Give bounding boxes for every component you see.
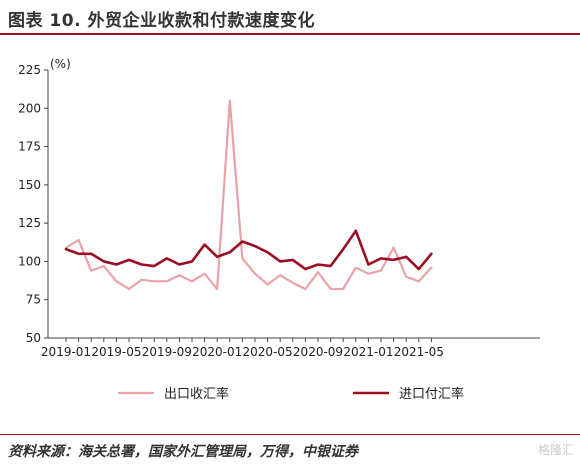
data-point — [304, 288, 307, 290]
data-point — [266, 283, 269, 286]
data-point — [128, 288, 130, 290]
series-line-1 — [64, 99, 433, 291]
data-point — [291, 281, 294, 284]
y-tick-label: 200 — [18, 101, 41, 115]
data-point — [115, 263, 118, 266]
legend-label-1: 出口收汇率 — [164, 386, 229, 402]
data-point — [430, 266, 433, 269]
data-point — [279, 274, 282, 277]
data-point — [153, 280, 156, 283]
data-point — [77, 252, 80, 255]
data-point — [165, 280, 168, 283]
x-tick-label: 2020-09 — [293, 345, 343, 359]
data-point — [228, 99, 231, 102]
data-point — [77, 239, 80, 241]
data-point — [254, 272, 256, 275]
chart-title: 图表 10. 外贸企业收款和付款速度变化 — [8, 11, 315, 31]
data-point — [178, 263, 181, 266]
data-point — [291, 258, 294, 261]
data-point — [90, 252, 93, 255]
y-tick-label: 150 — [18, 178, 41, 192]
y-axis-unit: (%) — [50, 57, 71, 71]
series-line-2 — [64, 229, 433, 271]
x-tick-label: 2020-05 — [243, 345, 293, 359]
data-point — [178, 274, 181, 277]
data-point — [417, 280, 420, 283]
data-point — [165, 257, 168, 260]
data-point — [417, 268, 420, 270]
data-point — [102, 265, 105, 267]
x-tick-label: 2019-01 — [41, 345, 91, 359]
x-tick-label: 2021-01 — [343, 345, 393, 359]
data-point — [254, 245, 256, 248]
watermark-logo: 格隆汇 — [537, 443, 574, 457]
data-point — [115, 280, 118, 283]
x-tick-label: 2020-01 — [192, 345, 242, 359]
data-point — [329, 265, 332, 267]
data-point — [266, 251, 269, 254]
data-point — [191, 260, 193, 263]
legend-label-2: 进口付汇率 — [399, 386, 464, 402]
data-point — [392, 246, 395, 249]
x-tick-label: 2019-05 — [91, 345, 141, 359]
x-tick-label: 2021-05 — [394, 345, 444, 359]
data-point — [392, 258, 395, 261]
data-point — [203, 272, 206, 275]
data-point — [405, 255, 408, 258]
data-point — [228, 251, 231, 254]
y-tick-label: 175 — [18, 140, 41, 154]
data-point — [430, 252, 433, 255]
data-point — [153, 265, 156, 267]
source-rule — [0, 434, 580, 435]
data-point — [102, 260, 105, 263]
data-point — [241, 257, 244, 260]
data-point — [191, 280, 193, 283]
data-point — [304, 268, 307, 270]
data-point — [405, 275, 408, 278]
data-point — [140, 263, 143, 266]
data-point — [329, 288, 332, 290]
data-point — [203, 243, 206, 246]
data-point — [279, 260, 282, 263]
data-point — [128, 258, 130, 261]
data-point — [140, 278, 143, 281]
data-point — [216, 255, 219, 258]
data-point — [216, 288, 219, 290]
data-point — [317, 271, 319, 274]
data-point — [241, 240, 244, 243]
source-note: 资料来源：海关总署，国家外汇管理局，万得，中银证券 — [8, 444, 358, 460]
data-point — [380, 257, 382, 260]
data-point — [342, 248, 345, 251]
data-point — [354, 229, 357, 232]
data-point — [367, 272, 370, 275]
data-point — [317, 263, 319, 266]
data-point — [367, 263, 370, 266]
data-point — [380, 269, 382, 272]
y-tick-label: 225 — [18, 63, 41, 77]
y-tick-label: 125 — [18, 216, 41, 230]
x-tick-label: 2019-09 — [142, 345, 192, 359]
y-tick-label: 100 — [18, 254, 41, 268]
data-point — [90, 269, 93, 272]
data-point — [342, 288, 345, 290]
data-point — [65, 248, 67, 251]
data-point — [354, 266, 357, 269]
y-tick-label: 50 — [26, 331, 41, 345]
title-rule — [0, 33, 580, 35]
y-tick-label: 75 — [26, 293, 41, 307]
